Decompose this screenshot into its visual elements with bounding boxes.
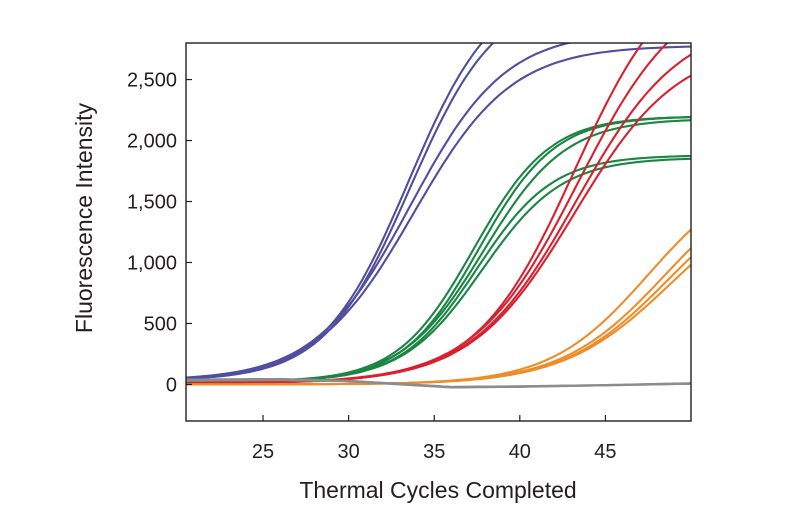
series-layer — [186, 43, 691, 389]
x-tick-label: 45 — [594, 441, 616, 463]
x-tick-label: 25 — [252, 441, 274, 463]
plot-frame — [185, 42, 692, 422]
y-axis-title: Fluorescence Intensity — [71, 102, 97, 333]
y-axis: 0 500 1,000 1,500 2,000 2,500 — [127, 70, 192, 396]
series-line-red-4 — [186, 74, 691, 385]
y-tick-label: 2,000 — [127, 131, 177, 153]
series-line-green-5 — [186, 157, 691, 383]
series-line-blue-2 — [186, 43, 495, 380]
x-tick-label: 40 — [509, 441, 531, 463]
series-line-red-3 — [186, 53, 691, 385]
y-tick-label: 500 — [144, 313, 177, 335]
x-tick-label: 30 — [338, 441, 360, 463]
series-line-green-4 — [186, 154, 691, 383]
x-axis-title: Thermal Cycles Completed — [299, 477, 576, 503]
x-tick-label: 35 — [423, 441, 445, 463]
series-line-gray-2 — [186, 379, 691, 389]
series-line-blue-4 — [186, 45, 691, 379]
x-axis: 25 30 35 40 45 — [252, 415, 617, 463]
y-tick-label: 1,500 — [127, 192, 177, 214]
series-line-green-3 — [186, 119, 691, 383]
y-tick-label: 1,000 — [127, 252, 177, 274]
y-tick-label: 0 — [166, 374, 177, 396]
series-line-orange-4 — [186, 263, 691, 386]
y-tick-label: 2,500 — [127, 70, 177, 92]
